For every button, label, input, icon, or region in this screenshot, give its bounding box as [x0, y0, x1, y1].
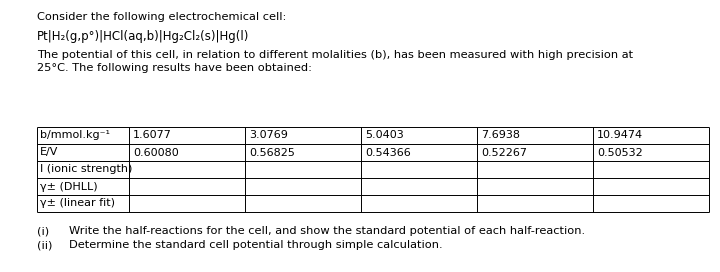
Text: The potential of this cell, in relation to different molalities (b), has been me: The potential of this cell, in relation … — [37, 50, 633, 60]
Text: Write the half-reactions for the cell, and show the standard potential of each h: Write the half-reactions for the cell, a… — [69, 226, 585, 236]
Text: I (ionic strength): I (ionic strength) — [40, 165, 132, 175]
Text: 25°C. The following results have been obtained:: 25°C. The following results have been ob… — [37, 63, 312, 73]
Text: 0.54366: 0.54366 — [365, 147, 410, 157]
Text: 0.52267: 0.52267 — [481, 147, 527, 157]
Text: 3.0769: 3.0769 — [249, 131, 288, 141]
Text: γ± (DHLL): γ± (DHLL) — [40, 181, 98, 191]
Text: 0.56825: 0.56825 — [249, 147, 295, 157]
Text: b/mmol.kg⁻¹: b/mmol.kg⁻¹ — [40, 131, 110, 141]
Text: E/V: E/V — [40, 147, 58, 157]
Text: 5.0403: 5.0403 — [365, 131, 404, 141]
Text: 1.6077: 1.6077 — [133, 131, 172, 141]
Text: Determine the standard cell potential through simple calculation.: Determine the standard cell potential th… — [69, 240, 443, 250]
Text: Consider the following electrochemical cell:: Consider the following electrochemical c… — [37, 12, 287, 22]
Text: 0.60080: 0.60080 — [133, 147, 179, 157]
Text: 10.9474: 10.9474 — [597, 131, 643, 141]
Text: 7.6938: 7.6938 — [481, 131, 520, 141]
Text: Pt|H₂(g,p°)|HCl(aq,b)|Hg₂Cl₂(s)|Hg(l): Pt|H₂(g,p°)|HCl(aq,b)|Hg₂Cl₂(s)|Hg(l) — [37, 30, 249, 43]
Text: (ii): (ii) — [37, 240, 53, 250]
Text: 0.50532: 0.50532 — [597, 147, 643, 157]
Text: (i): (i) — [37, 226, 49, 236]
Text: γ± (linear fit): γ± (linear fit) — [40, 199, 115, 209]
